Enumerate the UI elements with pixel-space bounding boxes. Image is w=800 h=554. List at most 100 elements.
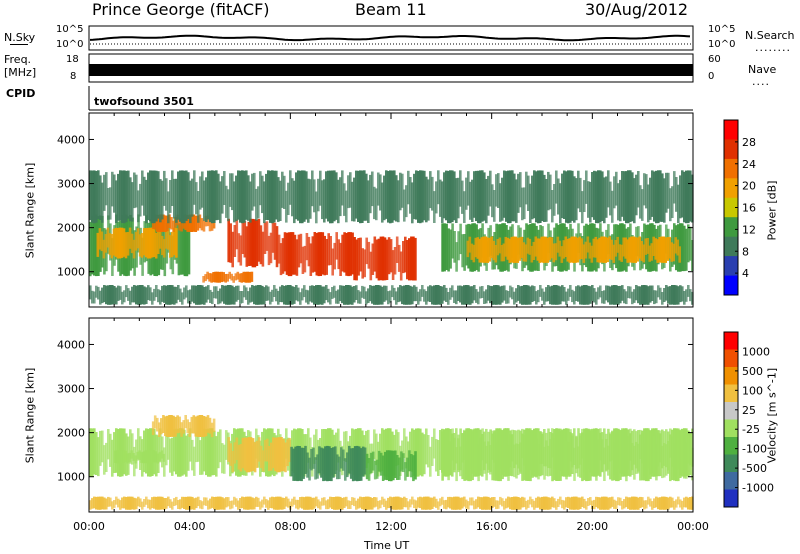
data-cell [679, 429, 682, 478]
data-cell [151, 497, 154, 509]
data-cell [559, 286, 562, 305]
data-cell [279, 286, 282, 302]
data-cell [103, 174, 106, 211]
data-cell [607, 285, 610, 303]
data-cell [357, 170, 360, 222]
data-cell [691, 496, 694, 510]
data-cell [397, 244, 401, 272]
data-cell [405, 436, 408, 469]
data-cell [546, 237, 550, 263]
data-cell [439, 286, 442, 305]
data-cell [133, 497, 136, 510]
data-cell [134, 455, 137, 464]
data-cell [394, 450, 397, 478]
data-cell [505, 435, 508, 476]
data-cell [295, 172, 298, 220]
data-cell [322, 448, 325, 482]
data-cell [240, 273, 244, 283]
data-cell [269, 170, 272, 223]
data-cell [451, 285, 454, 298]
power-ylabel: Slant Range [km] [23, 162, 37, 259]
data-cell [241, 437, 245, 469]
data-cell [685, 442, 688, 479]
data-cell [288, 438, 291, 462]
data-cell [177, 171, 180, 220]
data-cell [199, 285, 202, 305]
data-cell [197, 496, 200, 507]
data-cell [643, 428, 646, 481]
data-cell [529, 286, 532, 305]
data-cell [187, 216, 191, 275]
data-cell [481, 497, 484, 510]
data-cell [399, 285, 402, 302]
data-cell [153, 288, 156, 301]
data-cell [675, 428, 678, 482]
data-cell [583, 428, 586, 481]
data-cell [475, 433, 478, 474]
data-cell [397, 496, 400, 510]
data-cell [489, 285, 492, 304]
data-cell [425, 291, 428, 305]
data-cell [163, 285, 166, 303]
data-cell [411, 428, 414, 472]
data-cell [649, 285, 652, 303]
data-cell [357, 446, 361, 481]
data-cell [539, 431, 542, 464]
data-cell [257, 497, 260, 507]
data-cell [542, 236, 546, 263]
data-cell [257, 437, 261, 462]
data-cell [183, 287, 186, 300]
data-cell [195, 497, 198, 509]
data-cell [635, 174, 638, 216]
data-cell [363, 496, 366, 510]
data-cell [461, 286, 464, 305]
data-cell [132, 239, 136, 259]
data-cell [159, 179, 162, 223]
data-cell [443, 172, 446, 219]
data-cell [449, 170, 452, 224]
data-cell [535, 497, 538, 508]
data-cell [439, 498, 442, 507]
data-cell [267, 500, 270, 510]
data-cell [171, 437, 174, 476]
data-cell [492, 240, 496, 261]
data-cell [451, 428, 454, 461]
data-cell [503, 170, 506, 218]
data-cell [487, 175, 490, 216]
data-cell [561, 173, 564, 219]
data-cell [166, 415, 169, 437]
data-cell [241, 496, 244, 509]
data-cell [211, 428, 214, 476]
data-cell [527, 428, 530, 481]
data-cell [507, 445, 510, 481]
data-cell [605, 433, 608, 471]
data-cell [413, 499, 416, 508]
data-cell [513, 444, 516, 478]
data-cell [559, 430, 562, 481]
data-cell [119, 170, 122, 221]
data-cell [390, 450, 393, 482]
data-cell [307, 496, 310, 510]
data-cell [121, 291, 124, 305]
data-cell [223, 285, 226, 304]
data-cell [689, 289, 692, 302]
data-cell [225, 185, 228, 218]
data-cell [175, 178, 178, 223]
data-cell [93, 291, 96, 304]
data-cell [231, 500, 234, 509]
data-cell [393, 496, 396, 510]
y-tick-label: 1000 [57, 471, 85, 484]
data-cell [251, 285, 254, 302]
data-cell [405, 185, 408, 218]
data-cell [585, 170, 588, 204]
data-cell [520, 236, 524, 259]
data-cell [167, 191, 170, 224]
data-cell [553, 184, 556, 216]
data-cell [570, 236, 574, 263]
data-cell [187, 290, 190, 304]
data-cell [274, 437, 277, 472]
data-cell [399, 497, 402, 510]
data-cell [241, 170, 244, 224]
data-cell [406, 240, 409, 280]
